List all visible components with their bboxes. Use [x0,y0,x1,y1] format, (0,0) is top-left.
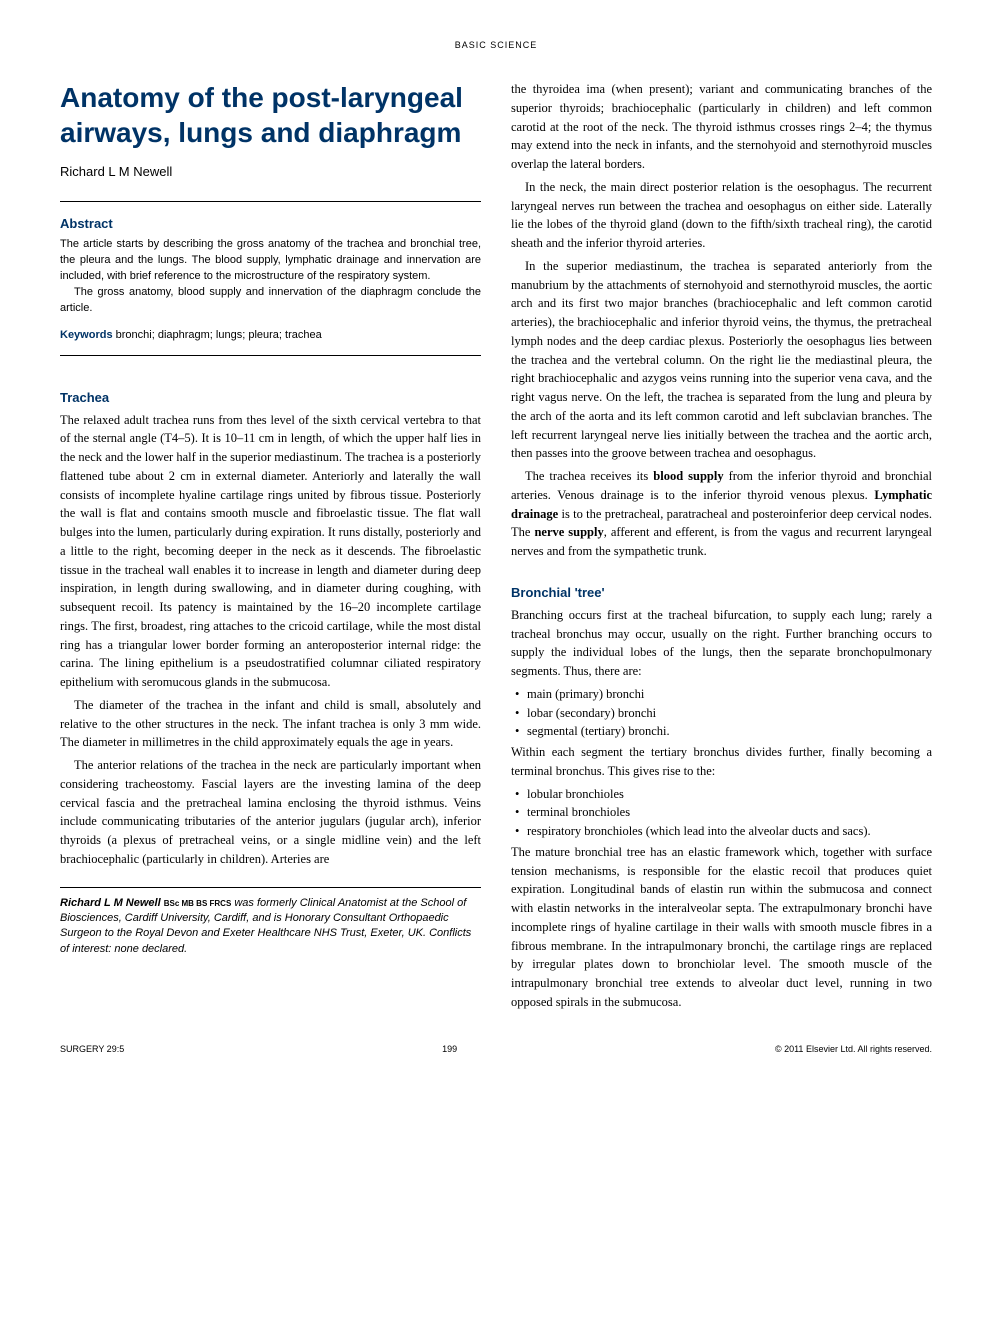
list-item: segmental (tertiary) bronchi. [515,722,932,741]
p4-bold-nerve: nerve supply [534,525,603,539]
bronchial-heading: Bronchial 'tree' [511,585,932,600]
footnote-name: Richard L M Newell [60,897,164,909]
author-name: Richard L M Newell [60,164,481,179]
bronchial-p1: Branching occurs first at the tracheal b… [511,606,932,681]
list-item: terminal bronchioles [515,803,932,822]
article-title: Anatomy of the post-laryngeal airways, l… [60,80,481,150]
bronchial-p3: The mature bronchial tree has an elastic… [511,843,932,1012]
abstract-p2: The gross anatomy, blood supply and inne… [60,285,481,317]
divider [60,355,481,356]
author-footnote: Richard L M Newell BSc MB BS FRCS was fo… [60,896,481,958]
trachea-heading: Trachea [60,390,481,405]
abstract-heading: Abstract [60,216,481,231]
footer-page-number: 199 [124,1044,775,1054]
trachea-p1: The relaxed adult trachea runs from thes… [60,411,481,692]
abstract-p1: The article starts by describing the gro… [60,238,481,282]
bronchi-types-list: main (primary) bronchi lobar (secondary)… [511,685,932,741]
trachea-p3: The anterior relations of the trachea in… [60,756,481,869]
page-footer: SURGERY 29:5 199 © 2011 Elsevier Ltd. Al… [60,1044,932,1054]
p4-bold-blood-supply: blood supply [653,469,723,483]
bronchioles-list: lobular bronchioles terminal bronchioles… [511,785,932,841]
keywords-text: bronchi; diaphragm; lungs; pleura; trach… [113,329,322,341]
divider [60,201,481,202]
footer-left: SURGERY 29:5 [60,1044,124,1054]
col2-p1: the thyroidea ima (when present); varian… [511,80,932,174]
footnote-credentials: BSc MB BS FRCS [164,899,232,908]
section-header: BASIC SCIENCE [60,40,932,50]
list-item: main (primary) bronchi [515,685,932,704]
keywords: Keywords bronchi; diaphragm; lungs; pleu… [60,329,481,341]
col2-p4: The trachea receives its blood supply fr… [511,467,932,561]
col2-p2: In the neck, the main direct posterior r… [511,178,932,253]
trachea-p2: The diameter of the trachea in the infan… [60,696,481,752]
list-item: lobar (secondary) bronchi [515,704,932,723]
abstract-body: The article starts by describing the gro… [60,237,481,317]
left-column: Anatomy of the post-laryngeal airways, l… [60,80,481,1016]
two-column-layout: Anatomy of the post-laryngeal airways, l… [60,80,932,1016]
list-item: respiratory bronchioles (which lead into… [515,822,932,841]
bronchial-p2: Within each segment the tertiary bronchu… [511,743,932,781]
col2-p3: In the superior mediastinum, the trachea… [511,257,932,463]
footer-copyright: © 2011 Elsevier Ltd. All rights reserved… [775,1044,932,1054]
list-item: lobular bronchioles [515,785,932,804]
keywords-label: Keywords [60,329,113,341]
right-column: the thyroidea ima (when present); varian… [511,80,932,1016]
p4-pre: The trachea receives its [525,469,653,483]
footnote-divider [60,887,481,888]
